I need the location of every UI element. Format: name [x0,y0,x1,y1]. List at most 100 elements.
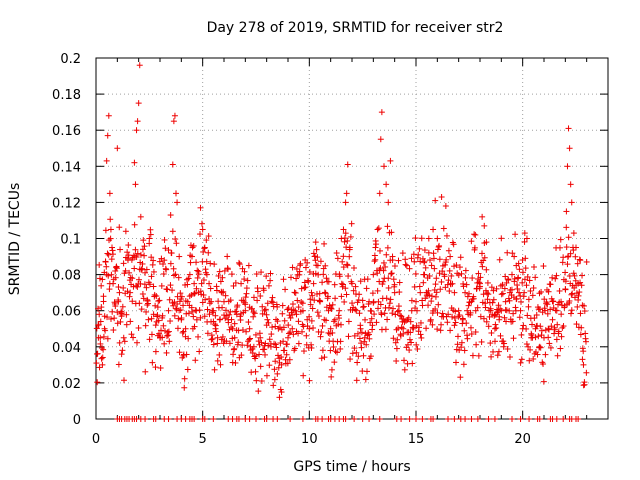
data-point [214,334,221,341]
data-point [230,282,237,289]
data-point [389,310,396,317]
data-point [158,327,165,334]
data-point [359,297,366,304]
data-point [371,258,378,265]
data-point [343,261,350,268]
data-point [356,335,363,342]
zero-value-point [376,416,383,422]
data-point [302,264,309,271]
data-point [576,289,583,296]
data-point [481,240,488,247]
data-point [297,308,304,315]
data-point [119,310,126,317]
data-point [163,349,170,356]
data-point [458,344,465,351]
data-point [251,310,258,317]
data-point [425,235,432,242]
data-point [300,372,307,379]
data-point [157,364,164,371]
data-point [530,285,537,292]
zero-value-point [517,416,524,422]
data-point [266,362,273,369]
data-point [394,308,401,315]
zero-value-point [509,416,515,422]
data-point [336,315,343,322]
data-point [202,269,209,276]
data-point [529,334,536,341]
data-point [451,289,458,296]
data-point [310,250,317,257]
data-point [396,279,403,286]
data-point [455,272,462,279]
data-point [388,229,395,236]
data-point [108,271,115,278]
data-point [311,297,318,304]
data-point [304,259,311,266]
data-point [198,280,205,287]
data-point [327,305,334,312]
data-point [141,252,148,259]
data-point [154,312,161,319]
data-point [529,321,536,328]
data-point [100,293,107,300]
data-point [193,259,200,266]
y-tick-label: 0.12 [52,196,81,211]
data-point [133,254,140,261]
data-point [104,250,111,257]
data-point [431,265,438,272]
data-point [557,236,564,243]
zero-value-point [430,416,437,422]
data-point [573,282,580,289]
data-point [104,314,111,321]
data-point [295,340,302,347]
data-point [433,275,440,282]
data-point [383,295,390,302]
data-point [93,360,100,367]
data-point [174,301,181,308]
data-point [390,335,397,342]
data-point [558,311,565,318]
data-point [148,273,155,280]
data-point [285,322,292,329]
data-point [353,349,360,356]
data-point [509,318,516,325]
data-point [582,330,589,337]
zero-value-point [152,416,159,422]
data-point [96,261,103,268]
data-point [120,334,127,341]
data-point [308,344,315,351]
data-point [174,325,181,332]
data-point [121,338,128,345]
data-point [224,266,231,273]
zero-value-point [319,416,326,422]
data-point [514,285,521,292]
data-point [358,344,365,351]
data-point [437,327,444,334]
data-point [104,132,111,139]
data-point [243,290,250,297]
data-point [190,313,197,320]
data-point [302,284,309,291]
data-point [217,278,224,285]
data-point [109,251,116,258]
data-point [139,260,146,267]
data-point [452,308,459,315]
data-point [271,366,278,373]
data-point [385,284,392,291]
data-point [340,264,347,271]
data-point [579,272,586,279]
data-point [252,355,259,362]
data-point [408,307,415,314]
data-point [339,258,346,265]
data-point [447,253,454,260]
data-point [291,289,298,296]
data-point [400,325,407,332]
data-point [571,294,578,301]
data-point [556,244,563,251]
data-point [294,297,301,304]
data-point [132,181,139,188]
data-point [314,309,321,316]
data-point [353,377,360,384]
data-point [264,300,271,307]
data-point [95,305,102,312]
